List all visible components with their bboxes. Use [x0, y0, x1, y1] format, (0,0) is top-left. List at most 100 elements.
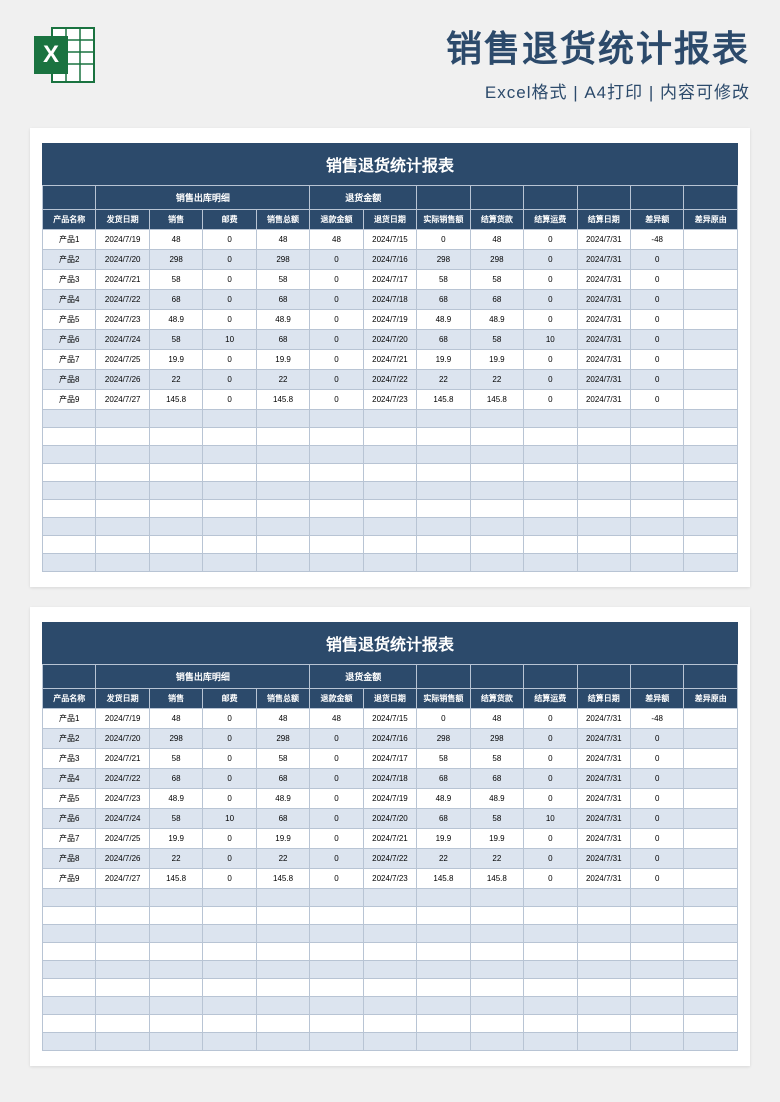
table-cell: 22 — [149, 370, 202, 390]
table-cell: 0 — [310, 769, 363, 789]
table-cell: 产品5 — [43, 789, 96, 809]
table-cell: 22 — [470, 370, 523, 390]
table-cell: 58 — [470, 330, 523, 350]
page-header: X 销售退货统计报表 Excel格式 | A4打印 | 内容可修改 — [30, 20, 750, 103]
table-cell: 298 — [470, 729, 523, 749]
table-cell: 0 — [524, 709, 577, 729]
table-cell: 298 — [417, 250, 470, 270]
table-cell: 产品3 — [43, 270, 96, 290]
table-cell: 2024/7/15 — [363, 230, 416, 250]
table-row-blank — [43, 961, 738, 979]
table-cell: 0 — [310, 869, 363, 889]
table-row: 产品12024/7/1948048482024/7/1504802024/7/3… — [43, 709, 738, 729]
table-row: 产品92024/7/27145.80145.802024/7/23145.814… — [43, 869, 738, 889]
column-header: 销售 — [149, 689, 202, 709]
table-cell: 48.9 — [256, 310, 309, 330]
column-header: 差异原由 — [684, 689, 738, 709]
report-table: 销售出库明细退货金额产品名称发货日期销售邮费销售总额退款金额退货日期实际销售额结… — [42, 664, 738, 1051]
table-cell: 0 — [310, 390, 363, 410]
table-cell: 0 — [310, 789, 363, 809]
table-cell: 22 — [256, 370, 309, 390]
table-cell: 2024/7/23 — [363, 390, 416, 410]
table-cell: 0 — [524, 789, 577, 809]
table-cell: 0 — [524, 829, 577, 849]
table-row-blank — [43, 554, 738, 572]
table-cell: 0 — [524, 270, 577, 290]
table-row-blank — [43, 482, 738, 500]
table-cell — [684, 869, 738, 889]
column-header: 邮费 — [203, 210, 256, 230]
table-cell: 2024/7/25 — [96, 350, 149, 370]
table-cell: 产品1 — [43, 230, 96, 250]
table-cell: 298 — [470, 250, 523, 270]
table-cell: 产品4 — [43, 769, 96, 789]
table-cell: 2024/7/19 — [96, 230, 149, 250]
table-cell: 2024/7/18 — [363, 290, 416, 310]
table-cell: 48 — [310, 230, 363, 250]
column-header: 邮费 — [203, 689, 256, 709]
column-header: 差异额 — [630, 210, 683, 230]
table-cell: 58 — [149, 330, 202, 350]
table-cell: 产品3 — [43, 749, 96, 769]
table-cell: 19.9 — [256, 829, 309, 849]
table-cell: 2024/7/31 — [577, 729, 630, 749]
table-cell: 19.9 — [149, 829, 202, 849]
table-row-blank — [43, 1015, 738, 1033]
report-title: 销售退货统计报表 — [42, 622, 738, 664]
table-cell: 0 — [630, 370, 683, 390]
table-cell: 68 — [417, 769, 470, 789]
table-row: 产品52024/7/2348.9048.902024/7/1948.948.90… — [43, 789, 738, 809]
table-cell: 58 — [417, 749, 470, 769]
table-cell: 2024/7/20 — [96, 250, 149, 270]
table-cell: 2024/7/22 — [363, 849, 416, 869]
table-cell: 2024/7/31 — [577, 370, 630, 390]
table-cell: 0 — [524, 310, 577, 330]
table-row: 产品12024/7/1948048482024/7/1504802024/7/3… — [43, 230, 738, 250]
table-row: 产品32024/7/215805802024/7/17585802024/7/3… — [43, 749, 738, 769]
table-cell: 0 — [630, 869, 683, 889]
table-cell: 2024/7/23 — [363, 869, 416, 889]
group-refund: 退货金额 — [310, 665, 417, 689]
table-cell: 2024/7/18 — [363, 769, 416, 789]
table-cell: 22 — [256, 849, 309, 869]
table-cell: 48 — [470, 230, 523, 250]
table-cell: 0 — [310, 370, 363, 390]
table-cell: 10 — [524, 330, 577, 350]
table-cell: 68 — [417, 290, 470, 310]
table-cell: 产品7 — [43, 350, 96, 370]
table-cell: 2024/7/15 — [363, 709, 416, 729]
table-cell: 48.9 — [149, 310, 202, 330]
table-cell: 145.8 — [470, 869, 523, 889]
table-cell: 68 — [417, 330, 470, 350]
column-header: 差异额 — [630, 689, 683, 709]
table-row-blank — [43, 446, 738, 464]
table-cell: 2024/7/22 — [363, 370, 416, 390]
table-cell: 0 — [524, 749, 577, 769]
table-cell: 产品1 — [43, 709, 96, 729]
table-cell: 22 — [470, 849, 523, 869]
table-cell: 10 — [203, 330, 256, 350]
table-cell: 48 — [256, 709, 309, 729]
table-cell: 2024/7/25 — [96, 829, 149, 849]
table-cell: 145.8 — [256, 390, 309, 410]
table-cell: 0 — [203, 869, 256, 889]
table-cell: 0 — [417, 709, 470, 729]
table-row: 产品22024/7/20298029802024/7/1629829802024… — [43, 729, 738, 749]
table-row-blank — [43, 518, 738, 536]
table-cell: 2024/7/31 — [577, 709, 630, 729]
table-cell: 2024/7/31 — [577, 849, 630, 869]
table-cell: 产品6 — [43, 330, 96, 350]
table-cell: 0 — [203, 290, 256, 310]
table-cell: 2024/7/20 — [363, 809, 416, 829]
group-refund: 退货金额 — [310, 186, 417, 210]
table-cell — [684, 809, 738, 829]
table-cell: 2024/7/21 — [96, 749, 149, 769]
table-cell — [684, 230, 738, 250]
table-cell: 68 — [256, 809, 309, 829]
table-cell — [684, 330, 738, 350]
table-cell: 0 — [310, 250, 363, 270]
table-cell: 0 — [203, 230, 256, 250]
table-cell: -48 — [630, 230, 683, 250]
table-cell: 48.9 — [417, 789, 470, 809]
table-cell: 0 — [203, 250, 256, 270]
